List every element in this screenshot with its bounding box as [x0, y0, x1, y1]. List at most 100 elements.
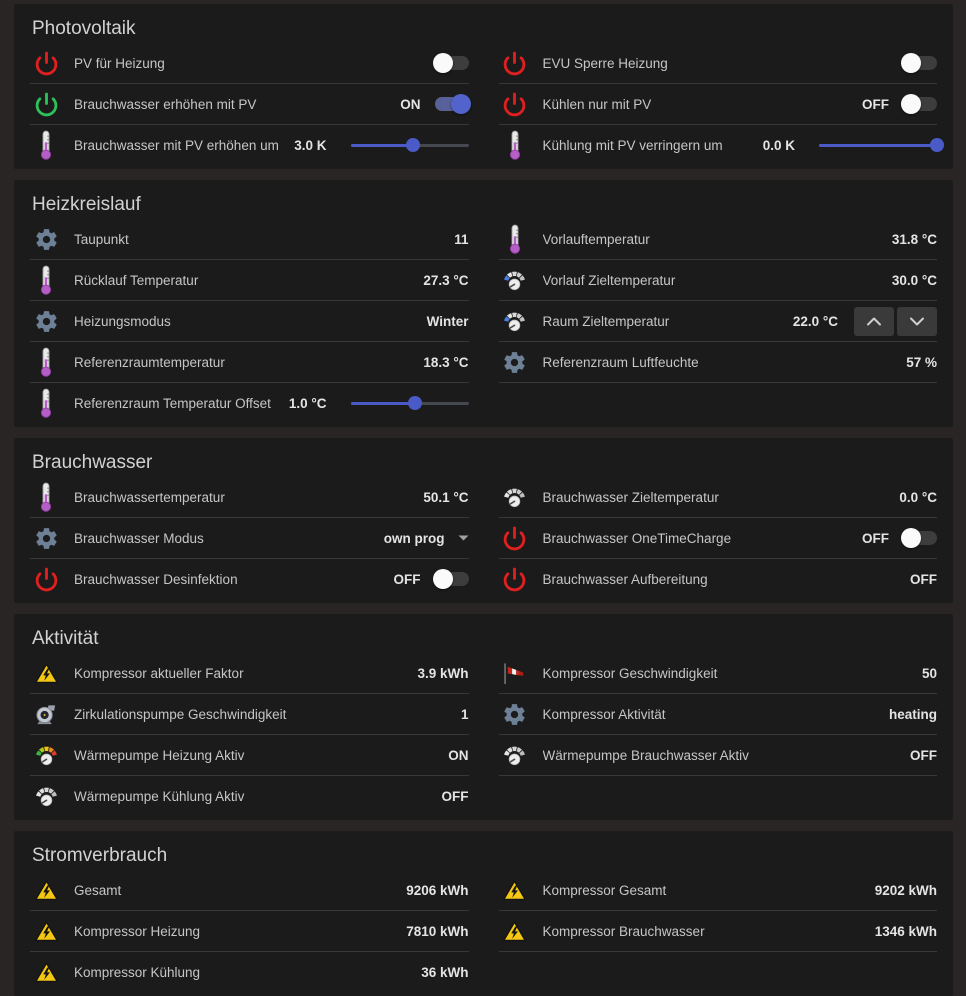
entity-value: 1	[460, 706, 469, 722]
gear-icon	[30, 309, 62, 334]
power-red-icon	[499, 51, 531, 76]
entity-value: 1.0 °C	[288, 395, 327, 411]
decrease-button[interactable]	[897, 306, 937, 336]
entity-label: Referenzraumtemperatur	[74, 354, 225, 370]
thermometer-icon	[30, 130, 62, 160]
entity-value: 31.8 °C	[891, 231, 937, 247]
entity-row: Brauchwasser Aufbereitung OFF	[499, 559, 937, 599]
entity-label: Kompressor Brauchwasser	[542, 923, 705, 939]
entity-value: 36 kWh	[421, 964, 469, 980]
column: Brauchwassertemperatur 50.1 °C Brauchwasse…	[30, 477, 469, 599]
column: Taupunkt 11 Rücklauf Temperatur 27.3 °C Heiz…	[30, 219, 469, 423]
entity-row: Kompressor Geschwindigkeit 50	[498, 653, 937, 694]
entity-label: Referenzraum Temperatur Offset	[74, 395, 271, 411]
column: EVU Sperre Heizung Kühlen nur mit PV OFF Kü…	[498, 43, 944, 165]
entity-value: 57 %	[906, 354, 937, 370]
slider[interactable]	[350, 138, 469, 152]
entity-label: Brauchwasser mit PV erhöhen um	[74, 137, 279, 153]
warning-voltage-icon	[30, 920, 62, 943]
entity-label: Gesamt	[74, 882, 122, 898]
entity-row: Kühlung mit PV verringern um 0.0 K	[499, 125, 944, 165]
toggle-switch[interactable]	[901, 528, 937, 548]
entity-label: Kompressor Kühlung	[74, 964, 201, 980]
toggle-switch[interactable]	[901, 94, 937, 114]
entity-value: heating	[888, 706, 937, 722]
gear-icon	[499, 350, 531, 375]
entity-row: Gesamt 9206 kWh	[30, 870, 469, 911]
entity-value: 11	[454, 231, 469, 247]
slider[interactable]	[350, 396, 469, 410]
entity-value: 1346 kWh	[874, 923, 937, 939]
entity-label: Wärmepumpe Kühlung Aktiv	[74, 788, 245, 804]
section-photovoltaik: Photovoltaik PV für Heizung Brauchwasser e…	[14, 4, 953, 169]
power-green-icon	[30, 92, 62, 117]
section-stromverbrauch: Stromverbrauch Gesamt 9206 kWh Kompressor H…	[14, 831, 953, 996]
entity-label: Zirkulationspumpe Geschwindigkeit	[74, 706, 287, 722]
entity-value: 3.0 K	[294, 137, 327, 153]
power-red-icon	[499, 92, 531, 117]
slider-knob[interactable]	[930, 138, 944, 152]
entity-label: Brauchwasser OneTimeCharge	[542, 530, 732, 546]
toggle-switch[interactable]	[432, 53, 469, 73]
thermometer-icon	[30, 388, 62, 418]
entity-label: Kompressor Geschwindigkeit	[542, 665, 718, 681]
gauge-rainbow-icon	[30, 744, 62, 767]
entity-row: PV für Heizung	[30, 43, 469, 84]
slider[interactable]	[819, 138, 944, 152]
section-title: Stromverbrauch	[32, 845, 168, 866]
thermometer-icon	[499, 130, 531, 160]
entity-label: Kompressor Aktivität	[542, 706, 666, 722]
gauge-blue-icon	[499, 269, 531, 292]
entity-row: Referenzraumtemperatur 18.3 °C	[30, 342, 469, 383]
thermometer-icon	[30, 265, 62, 295]
column: Kompressor aktueller Faktor 3.9 kWh Zirkul…	[30, 653, 469, 816]
toggle-knob	[901, 528, 921, 548]
entity-label: Brauchwasser Zieltemperatur	[542, 489, 719, 505]
entity-label: Brauchwassertemperatur	[74, 489, 225, 505]
entity-label: Brauchwasser Modus	[74, 530, 204, 546]
power-red-icon	[30, 567, 62, 592]
entity-row: Brauchwasser Desinfektion OFF	[30, 559, 469, 599]
entity-value: ON	[400, 96, 421, 112]
entity-row: Kompressor Kühlung 36 kWh	[30, 952, 469, 992]
entity-label: Kühlen nur mit PV	[542, 96, 652, 112]
entity-label: Kühlung mit PV verringern um	[542, 137, 723, 153]
slider-knob[interactable]	[408, 396, 423, 410]
brauchwasser-modus-select[interactable]: own prog	[370, 531, 469, 546]
chevron-up-icon	[866, 314, 882, 329]
section-title: Aktivität	[32, 628, 99, 649]
entity-row: Vorlauf Zieltemperatur 30.0 °C	[498, 260, 937, 301]
increase-button[interactable]	[854, 306, 894, 336]
toggle-switch[interactable]	[901, 53, 937, 73]
entity-row: EVU Sperre Heizung	[498, 43, 937, 84]
toggle-switch[interactable]	[432, 569, 469, 589]
entity-label: Brauchwasser erhöhen mit PV	[74, 96, 257, 112]
entity-label: Brauchwasser Aufbereitung	[542, 571, 708, 587]
gear-icon	[30, 526, 62, 551]
entity-label: Brauchwasser Desinfektion	[74, 571, 238, 587]
entity-value: 9202 kWh	[874, 882, 937, 898]
slider-knob[interactable]	[406, 138, 421, 152]
entity-row: Brauchwasser Modus own prog	[30, 518, 469, 559]
entity-label: Taupunkt	[74, 231, 129, 247]
entity-row: Brauchwasser erhöhen mit PV ON	[30, 84, 471, 125]
toggle-switch[interactable]	[434, 94, 471, 114]
entity-value: OFF	[393, 571, 421, 587]
entity-row: Zirkulationspumpe Geschwindigkeit 1	[30, 694, 469, 735]
entity-label: Vorlauf Zieltemperatur	[542, 272, 676, 288]
entity-value: ON	[448, 747, 469, 763]
entity-row: Brauchwasser Zieltemperatur 0.0 °C	[498, 477, 937, 518]
entity-row: Wärmepumpe Brauchwasser Aktiv OFF	[498, 735, 937, 776]
gauge-gray-icon	[499, 744, 531, 767]
entity-value: OFF	[862, 530, 889, 546]
entity-label: Wärmepumpe Heizung Aktiv	[74, 747, 245, 763]
entity-row: Referenzraum Luftfeuchte 57 %	[498, 342, 937, 383]
windsock-icon	[499, 661, 531, 686]
entity-label: Raum Zieltemperatur	[542, 313, 670, 329]
entity-value: own prog	[383, 530, 445, 546]
column: Vorlauftemperatur 31.8 °C Vorlauf Zieltemp…	[498, 219, 937, 423]
entity-label: EVU Sperre Heizung	[542, 55, 668, 71]
entity-label: Referenzraum Luftfeuchte	[542, 354, 699, 370]
entity-value: Winter	[426, 313, 469, 329]
entity-row: Kompressor Aktivität heating	[498, 694, 937, 735]
